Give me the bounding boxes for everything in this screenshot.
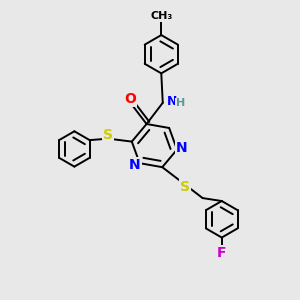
Text: H: H	[176, 98, 186, 108]
Text: CH₃: CH₃	[150, 11, 172, 21]
Text: N: N	[167, 95, 177, 108]
Text: F: F	[217, 246, 226, 260]
Text: N: N	[129, 158, 140, 172]
Text: S: S	[103, 128, 113, 142]
Text: O: O	[124, 92, 136, 106]
Text: N: N	[176, 141, 188, 155]
Text: S: S	[180, 180, 190, 194]
